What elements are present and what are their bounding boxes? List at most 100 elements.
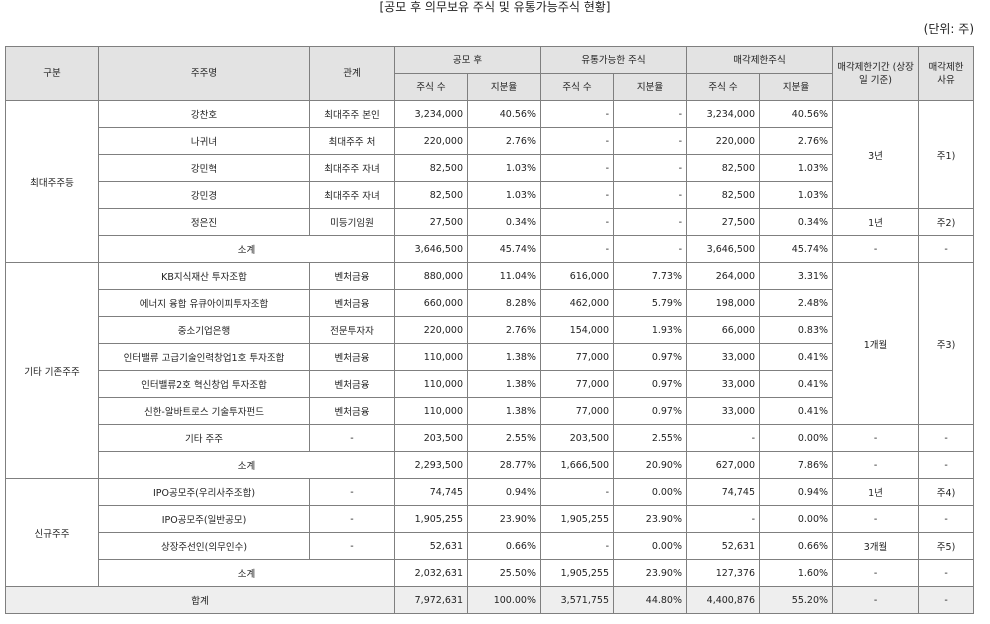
header-ratio: 지분율 bbox=[467, 73, 541, 101]
holder-name: 신한-알바트로스 기술투자펀드 bbox=[98, 397, 310, 425]
tradable-shares: 462,000 bbox=[540, 289, 614, 317]
subtotal-label: 소계 bbox=[98, 451, 395, 479]
post-shares: 3,646,500 bbox=[394, 235, 468, 263]
restricted-shares: 3,234,000 bbox=[686, 100, 761, 128]
holder-name: 정은진 bbox=[98, 208, 310, 236]
post-shares: 220,000 bbox=[394, 316, 468, 344]
tradable-ratio: 20.90% bbox=[612, 451, 688, 479]
post-ratio: 1.38% bbox=[467, 397, 541, 425]
header-shares: 주식 수 bbox=[394, 73, 468, 101]
post-shares: 110,000 bbox=[394, 397, 468, 425]
relation: - bbox=[309, 532, 395, 560]
post-ratio: 0.94% bbox=[467, 478, 541, 506]
tradable-shares: 154,000 bbox=[540, 316, 614, 344]
tradable-ratio: - bbox=[612, 100, 688, 128]
holder-name: 에너지 융합 유큐아이피투자조합 bbox=[98, 289, 310, 317]
table-row: 강민혁 최대주주 자녀 82,500 1.03% - - 82,500 1.03… bbox=[6, 154, 974, 182]
post-shares: 2,293,500 bbox=[394, 451, 468, 479]
total-row: 합계 7,972,631 100.00% 3,571,755 44.80% 4,… bbox=[5, 586, 975, 614]
tradable-shares: 1,905,255 bbox=[540, 505, 614, 533]
tradable-ratio: 2.55% bbox=[612, 424, 688, 452]
post-ratio: 1.38% bbox=[467, 370, 541, 398]
period-merged: 1개월 bbox=[832, 262, 920, 425]
restricted-shares: 3,646,500 bbox=[686, 235, 761, 263]
post-ratio: 0.66% bbox=[467, 532, 541, 560]
tradable-shares: - bbox=[540, 208, 614, 236]
restricted-ratio: 0.66% bbox=[759, 532, 834, 560]
restricted-ratio: 1.60% bbox=[759, 559, 834, 587]
period: 1년 bbox=[832, 478, 920, 506]
tradable-shares: 1,666,500 bbox=[540, 451, 614, 479]
restricted-ratio: 0.00% bbox=[759, 424, 834, 452]
reason: 주5) bbox=[918, 532, 975, 560]
relation: 벤처금융 bbox=[309, 343, 395, 371]
table-row: 중소기업은행 전문투자자 220,000 2.76% 154,000 1.93%… bbox=[6, 316, 974, 344]
period-merged: 3년 bbox=[832, 100, 920, 209]
holder-name: 기타 주주 bbox=[98, 424, 310, 452]
reason: 주2) bbox=[918, 208, 975, 236]
restricted-ratio: 7.86% bbox=[759, 451, 834, 479]
subtotal-label: 소계 bbox=[98, 559, 395, 587]
relation: 최대주주 자녀 bbox=[309, 181, 395, 209]
restricted-ratio: 0.41% bbox=[759, 397, 834, 425]
restricted-shares: - bbox=[686, 505, 761, 533]
tradable-ratio: - bbox=[612, 181, 688, 209]
restricted-shares: 27,500 bbox=[686, 208, 761, 236]
restricted-shares: 198,000 bbox=[686, 289, 761, 317]
tradable-shares: - bbox=[540, 532, 614, 560]
header-ratio: 지분율 bbox=[759, 73, 834, 101]
tradable-ratio: 7.73% bbox=[612, 262, 688, 290]
restricted-shares: 74,745 bbox=[686, 478, 761, 506]
reason: - bbox=[918, 559, 975, 587]
relation: 최대주주 처 bbox=[309, 127, 395, 155]
restricted-shares: 33,000 bbox=[686, 343, 761, 371]
post-ratio: 100.00% bbox=[467, 586, 541, 614]
holder-name: IPO공모주(일반공모) bbox=[98, 505, 310, 533]
reason: - bbox=[918, 424, 975, 452]
tradable-ratio: - bbox=[612, 127, 688, 155]
restricted-shares: 82,500 bbox=[686, 181, 761, 209]
restricted-shares: 82,500 bbox=[686, 154, 761, 182]
tradable-ratio: 0.97% bbox=[612, 343, 688, 371]
restricted-ratio: 1.03% bbox=[759, 154, 834, 182]
restricted-ratio: 55.20% bbox=[759, 586, 834, 614]
restricted-ratio: 0.34% bbox=[759, 208, 834, 236]
table-row: 기타 주주 - 203,500 2.55% 203,500 2.55% - 0.… bbox=[6, 424, 975, 452]
tradable-shares: 77,000 bbox=[540, 397, 614, 425]
reason: 주4) bbox=[918, 478, 975, 506]
restricted-shares: 264,000 bbox=[686, 262, 761, 290]
tradable-ratio: - bbox=[612, 208, 688, 236]
holder-name: 나귀녀 bbox=[98, 127, 310, 155]
holder-name: 강민혁 bbox=[98, 154, 310, 182]
post-ratio: 1.38% bbox=[467, 343, 541, 371]
subtotal-row: 소계 2,293,500 28.77% 1,666,500 20.90% 627… bbox=[6, 451, 975, 479]
tradable-shares: 203,500 bbox=[540, 424, 614, 452]
post-shares: 880,000 bbox=[394, 262, 468, 290]
tradable-ratio: 23.90% bbox=[612, 559, 688, 587]
post-ratio: 1.03% bbox=[467, 181, 541, 209]
post-ratio: 2.76% bbox=[467, 316, 541, 344]
header-relation: 관계 bbox=[309, 46, 395, 101]
reason: - bbox=[918, 451, 975, 479]
holder-name: 강찬호 bbox=[98, 100, 310, 128]
restricted-shares: 220,000 bbox=[686, 127, 761, 155]
post-ratio: 45.74% bbox=[467, 235, 541, 263]
relation: 최대주주 자녀 bbox=[309, 154, 395, 182]
restricted-shares: 627,000 bbox=[686, 451, 761, 479]
tradable-ratio: - bbox=[612, 154, 688, 182]
restricted-ratio: 45.74% bbox=[759, 235, 834, 263]
relation: - bbox=[309, 424, 395, 452]
relation: 미등기임원 bbox=[309, 208, 395, 236]
tradable-shares: 1,905,255 bbox=[540, 559, 614, 587]
tradable-ratio: 0.97% bbox=[612, 397, 688, 425]
restricted-shares: 33,000 bbox=[686, 397, 761, 425]
relation: - bbox=[309, 505, 395, 533]
restricted-ratio: 0.41% bbox=[759, 370, 834, 398]
restricted-shares: 52,631 bbox=[686, 532, 761, 560]
group-existing: 기타 기존주주 bbox=[5, 262, 99, 479]
post-shares: 2,032,631 bbox=[394, 559, 468, 587]
header-period: 매각제한기간 (상장일 기준) bbox=[832, 46, 920, 101]
holder-name: 강민경 bbox=[98, 181, 310, 209]
period: - bbox=[832, 424, 920, 452]
post-shares: 52,631 bbox=[394, 532, 468, 560]
